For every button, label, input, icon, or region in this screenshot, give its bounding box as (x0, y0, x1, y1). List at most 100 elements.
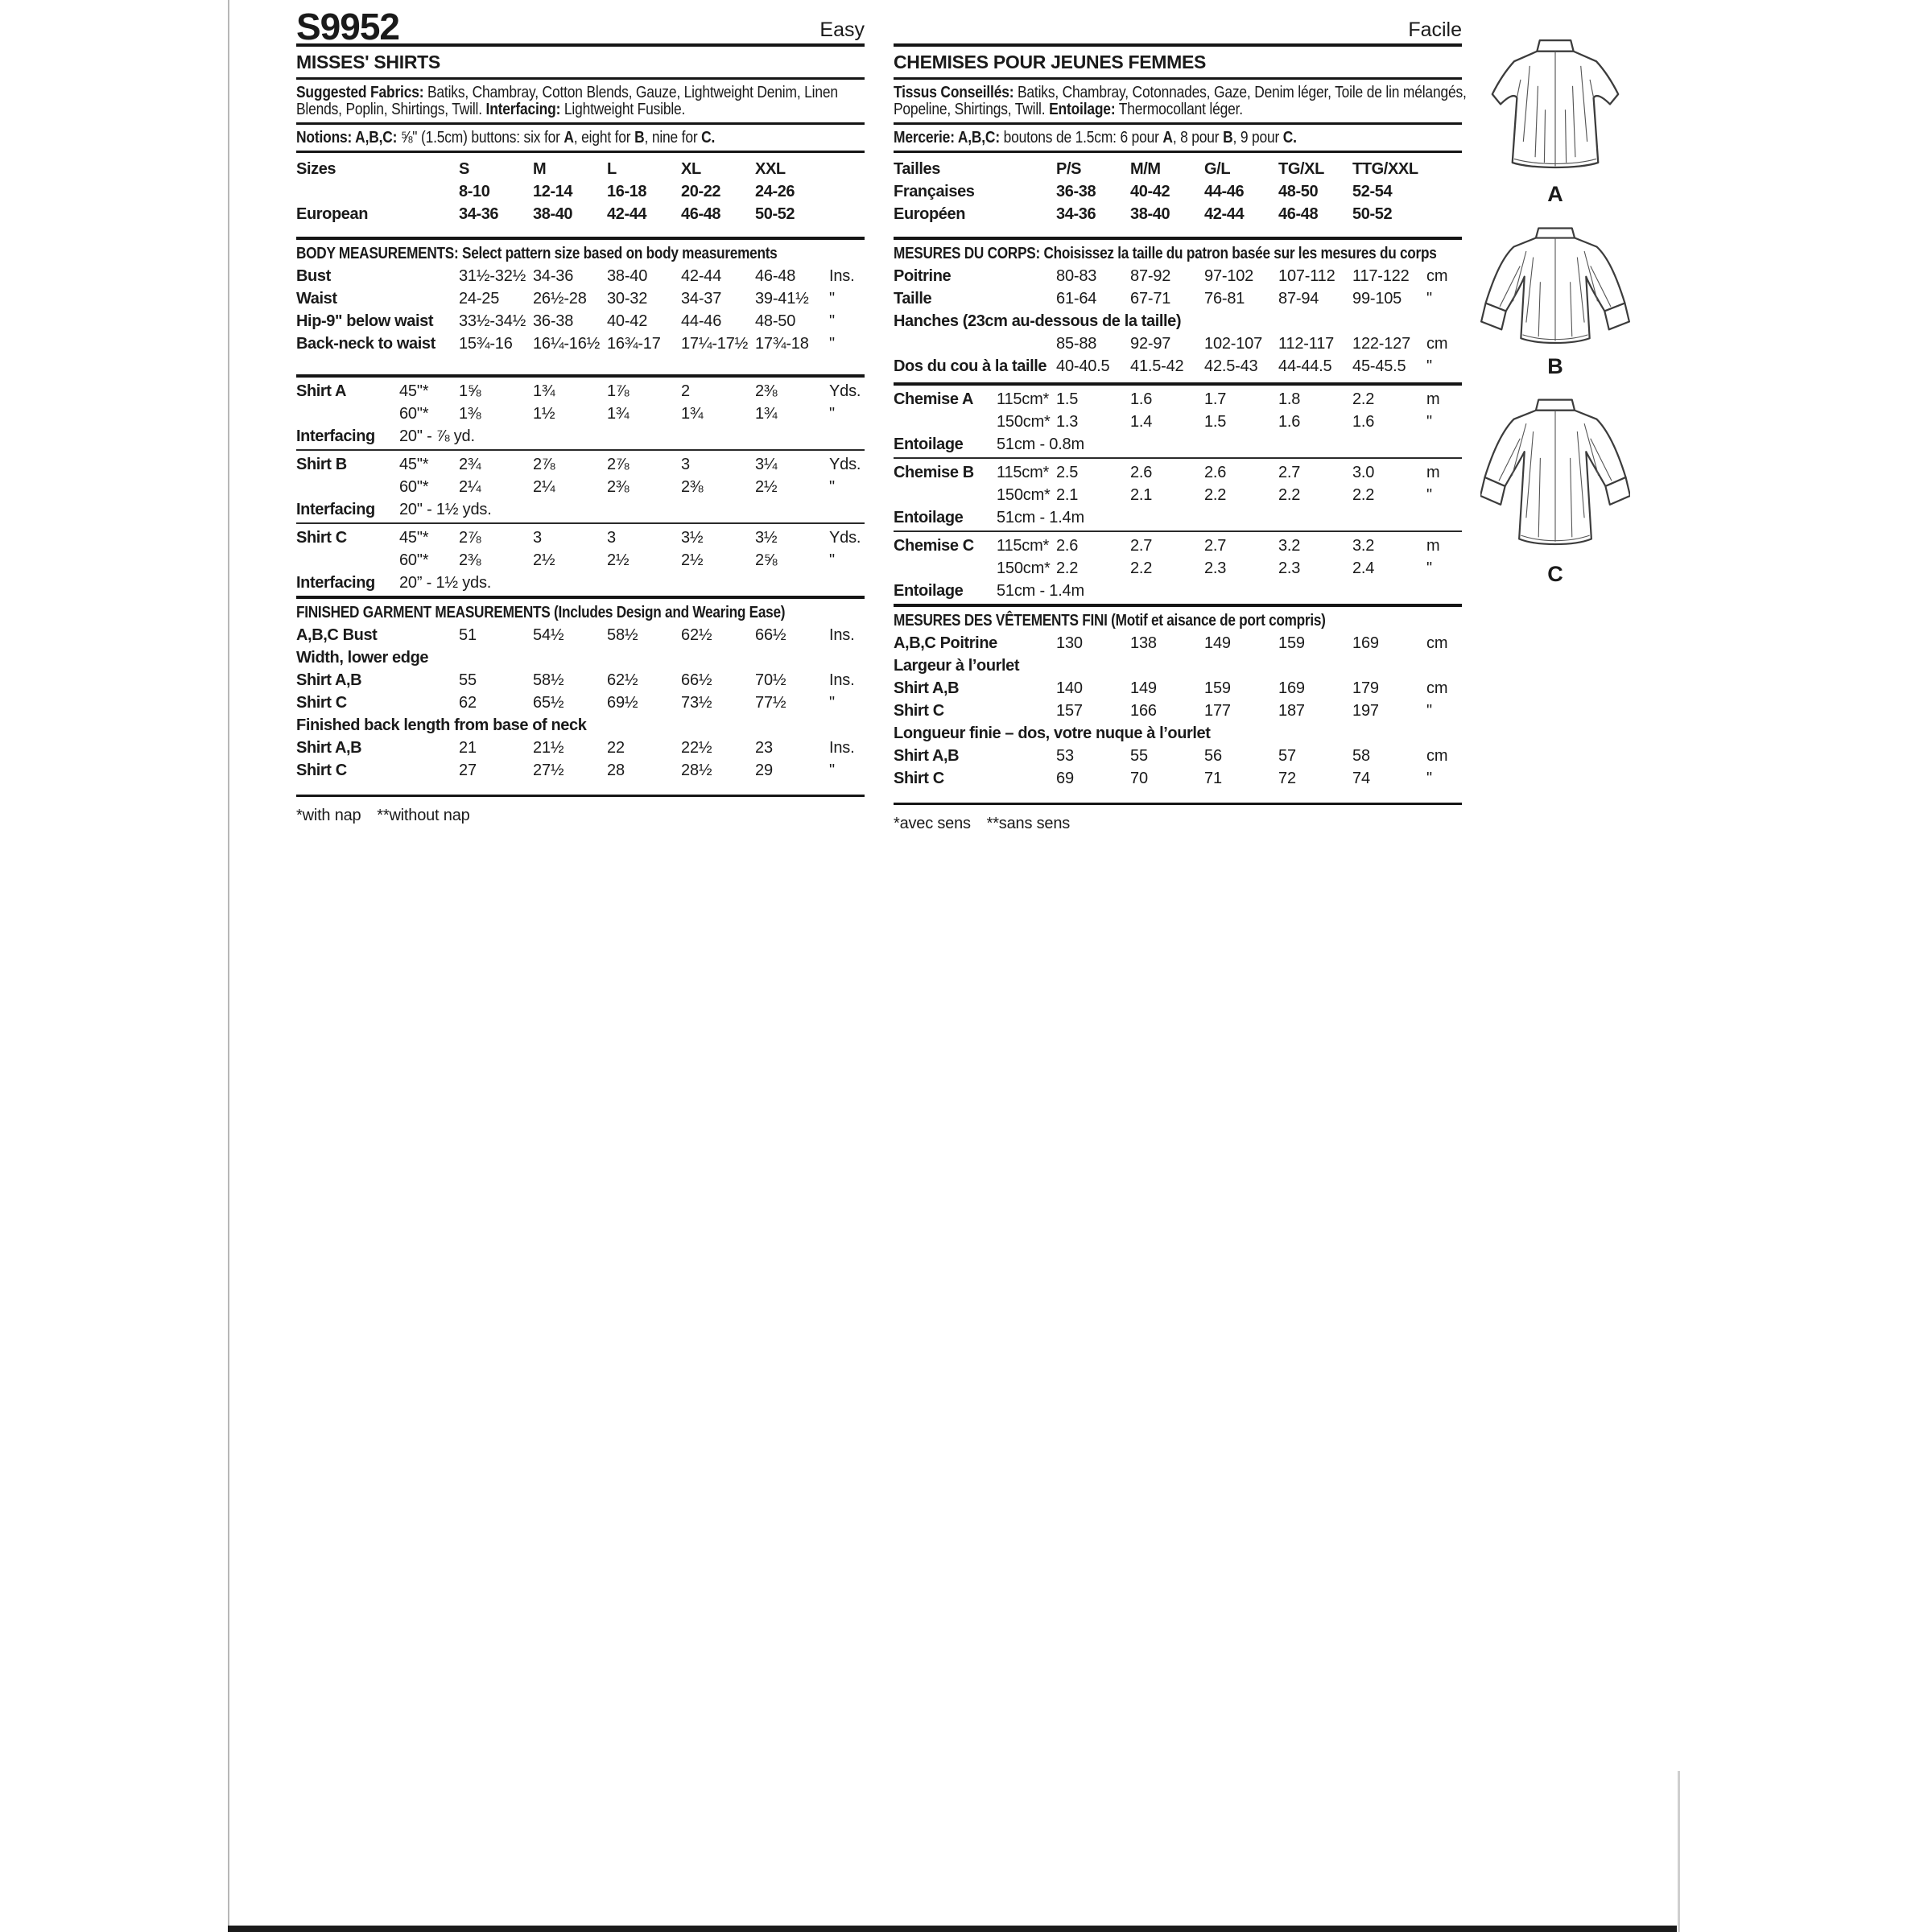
table-cell: 3 (533, 529, 542, 547)
table-cell (829, 180, 865, 203)
table-cell: Shirt A,B (296, 671, 362, 689)
text-segment: Lightweight Fusible. (560, 101, 686, 118)
table-cell: 107-112 (1278, 267, 1335, 285)
table-cell: 58 (1352, 747, 1370, 765)
text-line: Notions: A,B,C: ⅝" (1.5cm) buttons: six … (296, 130, 791, 147)
table-cell: 1.4 (1130, 413, 1153, 431)
text-segment: Notions: A,B,C: (296, 129, 398, 147)
table-cell: 26½-28 (533, 290, 587, 308)
table-cell: 34-36 (1056, 205, 1096, 223)
table-cell: 2.2 (1352, 486, 1375, 504)
table-cell: Poitrine (894, 267, 952, 285)
table-cell: 44-46 (681, 312, 722, 330)
table-cell: Taille (894, 290, 932, 308)
table-cell: 45-45.5 (1352, 357, 1406, 375)
table-row: Longueur finie – dos, votre nuque à l’ou… (894, 722, 1462, 745)
table-cell: 31½-32½ (459, 267, 526, 285)
text-segment: Popeline, Shirtings, Twill. (894, 101, 1050, 118)
table-row: Chemise A 115cm* 1.5 1.6 1.7 1.8 2.2 m (894, 388, 1462, 411)
sizes-table-en: Sizes S M L XL XXL 8-10 12-14 16-18 20-22 24-26 Eur… (296, 158, 865, 225)
table-cell: 51cm - 0.8m (997, 436, 1084, 453)
table-cell: 2.2 (1056, 559, 1079, 577)
table-cell: 1¾ (607, 405, 630, 423)
table-row: Shirt A,B 55 58½ 62½ 66½ 70½ Ins. (296, 669, 865, 691)
table-cell: Européen (894, 205, 966, 223)
text-segment: Batiks, Chambray, Cotton Blends, Gauze, … (423, 84, 838, 101)
yardage-chemise-b-fr: Chemise B 115cm* 2.5 2.6 2.6 2.7 3.0 m 150cm* 2.1… (894, 459, 1462, 532)
table-row: Shirt A,B 140 149 159 169 179 cm (894, 677, 1462, 700)
table-row: Width, lower edge (296, 646, 865, 669)
table-cell: 40-42 (607, 312, 648, 330)
table-row: 60"* 2¼ 2¼ 2⅜ 2⅜ 2½ " (296, 476, 865, 498)
table-cell: 41.5-42 (1130, 357, 1184, 375)
table-cell: 48-50 (755, 312, 796, 330)
table-cell: 21 (459, 739, 477, 757)
table-cell: 24-26 (755, 183, 795, 200)
table-cell: 66½ (681, 671, 712, 689)
text-segment: boutons de 1.5cm: 6 pour (999, 129, 1163, 147)
table-cell: Yds. (829, 529, 861, 547)
text-segment: B (634, 129, 645, 147)
table-cell: " (829, 335, 835, 353)
table-cell: 72 (1278, 770, 1296, 787)
yardage-table-shirt-a: Shirt A 45"* 1⅝ 1¾ 1⅞ 2 2⅜ Yds. 60"* 1⅜ 1½ 1¾ 1¾ 1¾ " I… (296, 380, 865, 448)
table-cell: 159 (1278, 634, 1305, 652)
table-cell: 21½ (533, 739, 564, 757)
table-cell: 1.8 (1278, 390, 1301, 408)
table-cell: 166 (1130, 702, 1157, 720)
table-cell (1426, 158, 1462, 180)
table-cell: 150cm* (997, 559, 1051, 577)
table-cell: 27 (459, 762, 477, 779)
yardage-chemise-c-fr: Chemise C 115cm* 2.6 2.7 2.7 3.2 3.2 m 150cm* 2.2… (894, 532, 1462, 607)
table-cell: 62½ (607, 671, 638, 689)
sizes-table-fr: Tailles P/S M/M G/L TG/XL TTG/XXL Françaises 36… (894, 158, 1462, 225)
table-cell: 60"* (399, 478, 429, 496)
table-cell: " (1426, 357, 1432, 375)
table-cell: 40-40.5 (1056, 357, 1110, 375)
fabrics-paragraph-fr: Tissus Conseillés: Batiks, Chambray, Cot… (894, 80, 1467, 125)
table-cell: Entoilage (894, 582, 964, 600)
text-line: Suggested Fabrics: Batiks, Chambray, Cot… (296, 85, 838, 101)
yardage-shirt-b-en: Shirt B 45"* 2¾ 2⅞ 2⅞ 3 3¼ Yds. 60"* 2¼ 2¼ 2⅜ 2⅜ 2½ " I… (296, 451, 865, 524)
finished-measurements-section-fr: MESURES DES VÊTEMENTS FINI (Motif et ais… (894, 607, 1462, 805)
table-row: 150cm* 2.1 2.1 2.2 2.2 2.2 " (894, 484, 1462, 506)
table-cell: 2.7 (1204, 537, 1227, 555)
table-cell: 2.7 (1278, 464, 1301, 481)
table-cell: 3¼ (755, 456, 778, 473)
table-cell: Shirt A,B (894, 747, 960, 765)
table-cell: 157 (1056, 702, 1083, 720)
table-cell: 42-44 (607, 205, 647, 223)
table-cell (829, 158, 865, 180)
table-cell: 1.6 (1130, 390, 1153, 408)
table-cell: 1½ (533, 405, 555, 423)
table-cell: 44-44.5 (1278, 357, 1332, 375)
table-cell: 150cm* (997, 413, 1051, 431)
table-cell: Interfacing (296, 427, 375, 445)
table-cell: 2.3 (1204, 559, 1227, 577)
table-cell: 77½ (755, 694, 786, 712)
table-cell: 3½ (755, 529, 778, 547)
table-cell: 197 (1352, 702, 1379, 720)
table-cell: " (1426, 486, 1432, 504)
yardage-shirt-c-en: Shirt C 45"* 2⅞ 3 3 3½ 3½ Yds. 60"* 2⅜ 2½ 2½ 2½ 2⅝ " In… (296, 524, 865, 599)
view-a-label: A (1547, 182, 1563, 206)
table-cell: 52-54 (1352, 183, 1393, 200)
table-cell (829, 203, 865, 225)
table-cell: 2⅞ (533, 456, 555, 473)
table-row: Back-neck to waist 15¾-16 16¼-16½ 16¾-17 17¼… (296, 332, 865, 355)
text-segment: C. (701, 129, 716, 147)
table-cell: 24-25 (459, 290, 500, 308)
table-row: Entoilage 51cm - 1.4m (894, 580, 1462, 602)
table-cell: 112-117 (1278, 335, 1335, 353)
footnote-en: *with nap **without nap (296, 807, 470, 824)
table-cell: " (829, 551, 835, 569)
table-cell: 15¾-16 (459, 335, 513, 353)
table-cell: TG/XL (1278, 160, 1324, 178)
table-cell: Largeur à l’ourlet (894, 657, 1020, 675)
table-cell: 2⅜ (459, 551, 481, 569)
table-cell: 80-83 (1056, 267, 1097, 285)
table-cell: 45"* (399, 529, 429, 547)
yardage-chemise-a-fr: Chemise A 115cm* 1.5 1.6 1.7 1.8 2.2 m 150cm* 1.3… (894, 386, 1462, 459)
table-cell: Entoilage (894, 436, 964, 453)
table-row: Sizes S M L XL XXL (296, 158, 865, 180)
